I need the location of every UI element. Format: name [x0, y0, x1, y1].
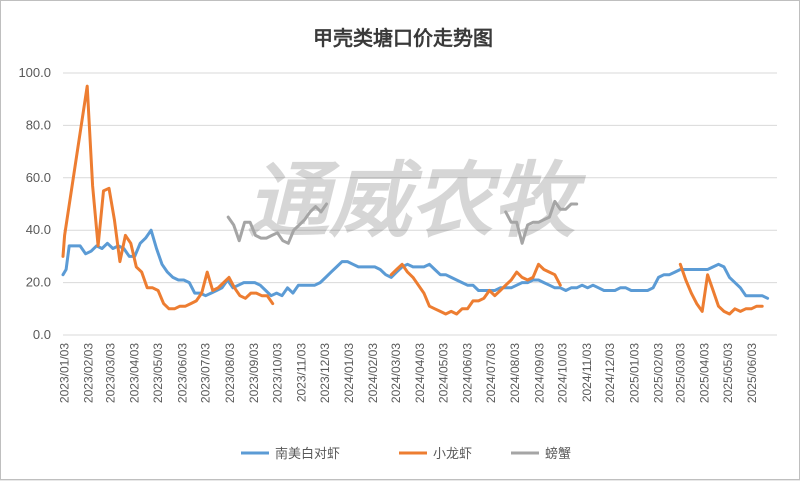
- x-tick-label: 2023/05/03: [151, 343, 165, 403]
- x-tick-label: 2024/12/03: [603, 343, 617, 403]
- x-tick-label: 2023/12/03: [318, 343, 332, 403]
- y-tick-label: 0.0: [33, 327, 51, 342]
- y-tick-label: 80.0: [26, 117, 51, 132]
- x-tick-label: 2023/01/03: [58, 343, 72, 403]
- x-tick-label: 2023/10/03: [270, 343, 284, 403]
- y-tick-label: 60.0: [26, 170, 51, 185]
- x-tick-label: 2024/05/03: [436, 343, 450, 403]
- chart-title: 甲壳类塘口价走势图: [313, 26, 493, 50]
- series-lines: [61, 84, 770, 316]
- x-tick-label: 2024/03/03: [389, 343, 403, 403]
- y-axis-ticks: 0.0 20.0 40.0 60.0 80.0 100.0: [18, 65, 51, 342]
- legend-label-2: 螃蟹: [545, 446, 571, 462]
- legend-label-1: 小龙虾: [433, 447, 472, 462]
- series-line-2: [504, 199, 579, 245]
- x-tick-label: 2025/05/03: [721, 343, 735, 403]
- x-tick-label: 2023/02/03: [82, 343, 96, 403]
- x-tick-label: 2024/10/03: [556, 343, 570, 403]
- x-tick-label: 2025/01/03: [627, 343, 641, 403]
- x-tick-label: 2025/03/03: [673, 343, 687, 403]
- y-tick-label: 100.0: [18, 65, 51, 80]
- x-tick-label: 2024/07/03: [484, 343, 498, 403]
- x-tick-label: 2023/03/03: [104, 343, 118, 403]
- x-tick-label: 2025/02/03: [652, 343, 666, 403]
- legend: 南美白对虾 小龙虾 螃蟹: [241, 446, 571, 462]
- series-line-2: [226, 202, 328, 245]
- series-line-1: [61, 84, 275, 311]
- series-line-0: [61, 228, 770, 300]
- x-tick-label: 2023/04/03: [128, 343, 142, 403]
- x-tick-label: 2024/04/03: [413, 343, 427, 403]
- x-tick-label: 2023/06/03: [175, 343, 189, 403]
- series-line-1: [678, 262, 764, 316]
- x-tick-label: 2024/06/03: [461, 343, 475, 403]
- x-tick-label: 2023/11/03: [295, 343, 309, 402]
- x-tick-label: 2024/09/03: [532, 343, 546, 403]
- x-tick-label: 2024/11/03: [580, 343, 594, 402]
- x-tick-label: 2024/08/03: [508, 343, 522, 403]
- y-tick-label: 40.0: [26, 222, 51, 237]
- x-tick-label: 2024/01/03: [342, 343, 356, 403]
- legend-label-0: 南美白对虾: [275, 446, 340, 462]
- gridlines: [63, 72, 777, 336]
- x-axis-ticks: 2023/01/03 2023/02/03 2023/03/03 2023/04/03…: [58, 343, 759, 403]
- x-tick-label: 2023/07/03: [199, 343, 213, 403]
- series-line-1: [389, 262, 562, 316]
- x-tick-label: 2025/06/03: [745, 343, 759, 403]
- x-tick-label: 2023/08/03: [223, 343, 237, 403]
- x-tick-label: 2023/09/03: [247, 343, 261, 403]
- x-tick-label: 2024/02/03: [366, 343, 380, 403]
- y-tick-label: 20.0: [26, 275, 51, 290]
- watermark-text: 通威农牧: [247, 154, 587, 249]
- x-tick-label: 2025/04/03: [698, 343, 712, 403]
